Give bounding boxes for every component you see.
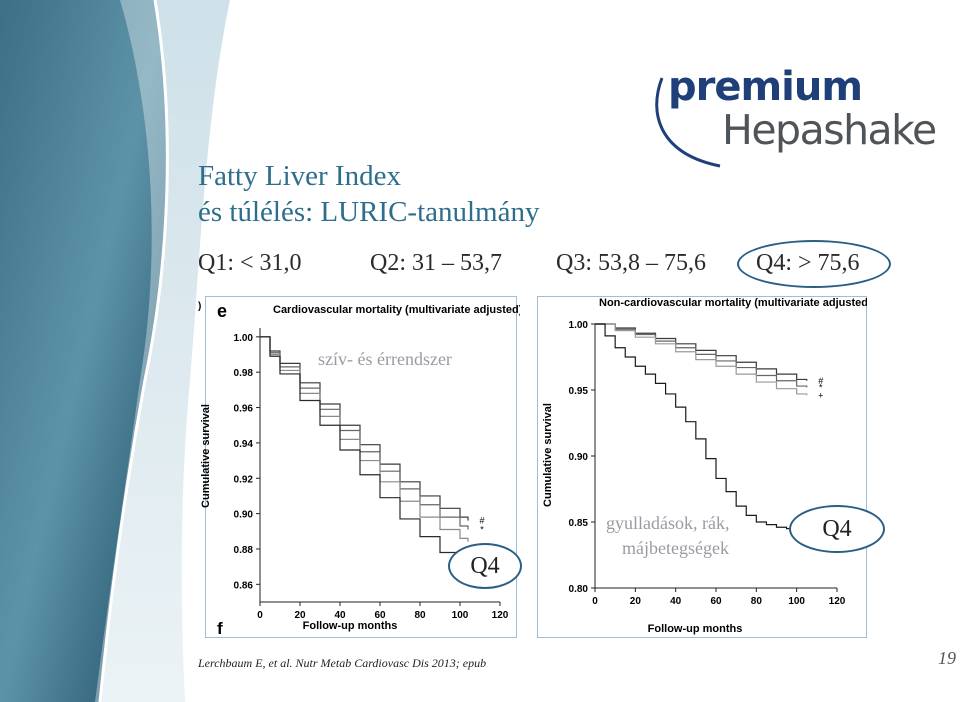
y-tick-label: 0.88: [234, 545, 254, 556]
plot-area: 1.00 0.95 0.90 0.85 0.800 20 40 60 80 100 120 #*+: [569, 320, 846, 607]
annotation-noncardio-line1: gyulladások, rák,: [606, 513, 730, 533]
plot-area: 1.00 0.98 0.96 0.94 0.92 0.90 0.88 0.86 0 20 40 60 8…: [234, 328, 509, 621]
chart-fragment-bottom: f: [217, 619, 223, 636]
logo-swoosh-icon: [655, 77, 721, 168]
x-axis-label: Follow-up months: [648, 623, 743, 635]
x-tick-label: 80: [751, 596, 763, 607]
y-tick-label: 0.90: [234, 510, 254, 521]
callout-q4-left: Q4: [448, 543, 522, 589]
chart-title: Non-cardiovascular mortality (multivaria…: [599, 297, 867, 309]
y-tick-label: 1.00: [569, 320, 589, 331]
x-tick-label: 60: [374, 610, 386, 621]
x-tick-label: 0: [257, 610, 263, 621]
y-tick-label: 0.96: [234, 404, 254, 415]
y-axis-label: Cumulative survival: [542, 403, 554, 507]
series-marker: #: [479, 516, 484, 526]
callout-label: Q4: [822, 515, 852, 542]
slide-title-line1: Fatty Liver Index: [198, 160, 401, 192]
x-tick-label: 120: [492, 610, 509, 621]
chart-fragment-top: ): [198, 301, 201, 312]
q4-highlight-oval: [737, 240, 891, 288]
y-tick-label: 0.80: [569, 584, 589, 595]
x-tick-label: 40: [334, 610, 346, 621]
y-tick-label: 0.86: [234, 580, 254, 591]
x-tick-label: 100: [452, 610, 469, 621]
logo-premium: premium: [668, 64, 863, 110]
x-tick-label: 120: [829, 596, 846, 607]
y-tick-label: 0.92: [234, 474, 254, 485]
x-tick-label: 60: [710, 596, 722, 607]
chart-panel-letter: e: [217, 301, 227, 321]
y-axis-label: Cumulative survival: [200, 404, 212, 508]
series-line: [595, 323, 808, 388]
series-marker: #: [818, 376, 823, 386]
callout-label: Q4: [470, 552, 500, 579]
x-tick-label: 20: [630, 596, 642, 607]
series-marker: +: [818, 390, 823, 400]
x-axis-label: Follow-up months: [303, 620, 398, 632]
chart-cardiovascular: ) e f Cardiovascular mortality (multivar…: [198, 301, 520, 636]
series-marker: *: [819, 382, 823, 392]
quartile-label-q3: Q3: 53,8 – 75,6: [556, 250, 706, 276]
quartile-label-q2: Q2: 31 – 53,7: [370, 250, 502, 276]
y-tick-label: 0.90: [569, 452, 589, 463]
x-tick-label: 0: [592, 596, 598, 607]
x-tick-label: 20: [294, 610, 306, 621]
series-marker: *: [480, 525, 484, 535]
callout-q4-right: Q4: [789, 505, 885, 553]
y-tick-label: 0.85: [569, 518, 589, 529]
x-tick-label: 100: [788, 596, 805, 607]
chart-noncardiovascular: Non-cardiovascular mortality (multivaria…: [542, 297, 867, 635]
series-line: [595, 323, 808, 532]
chart-panel-noncardiovascular: [537, 296, 867, 638]
page-number: 19: [938, 648, 956, 668]
series-line: [260, 336, 469, 567]
x-tick-label: 80: [414, 610, 426, 621]
y-tick-label: 1.00: [234, 333, 254, 344]
chart-title: Cardiovascular mortality (multivariate a…: [273, 304, 520, 316]
slide-title-line2: és túlélés: LURIC-tanulmány: [198, 196, 540, 228]
x-tick-label: 40: [670, 596, 682, 607]
annotation-cardiovascular: szív- és érrendszer: [318, 349, 452, 369]
annotation-noncardio-line2: májbetegségek: [622, 538, 729, 558]
series-line: [595, 323, 808, 381]
citation: Lerchbaum E, et al. Nutr Metab Cardiovas…: [198, 656, 487, 670]
series-line: [595, 323, 808, 396]
y-tick-label: 0.98: [234, 368, 254, 379]
logo-hepashake: Hepashake: [722, 106, 937, 154]
quartile-label-q1: Q1: < 31,0: [198, 250, 302, 276]
y-tick-label: 0.94: [234, 439, 254, 450]
y-tick-label: 0.95: [569, 386, 589, 397]
